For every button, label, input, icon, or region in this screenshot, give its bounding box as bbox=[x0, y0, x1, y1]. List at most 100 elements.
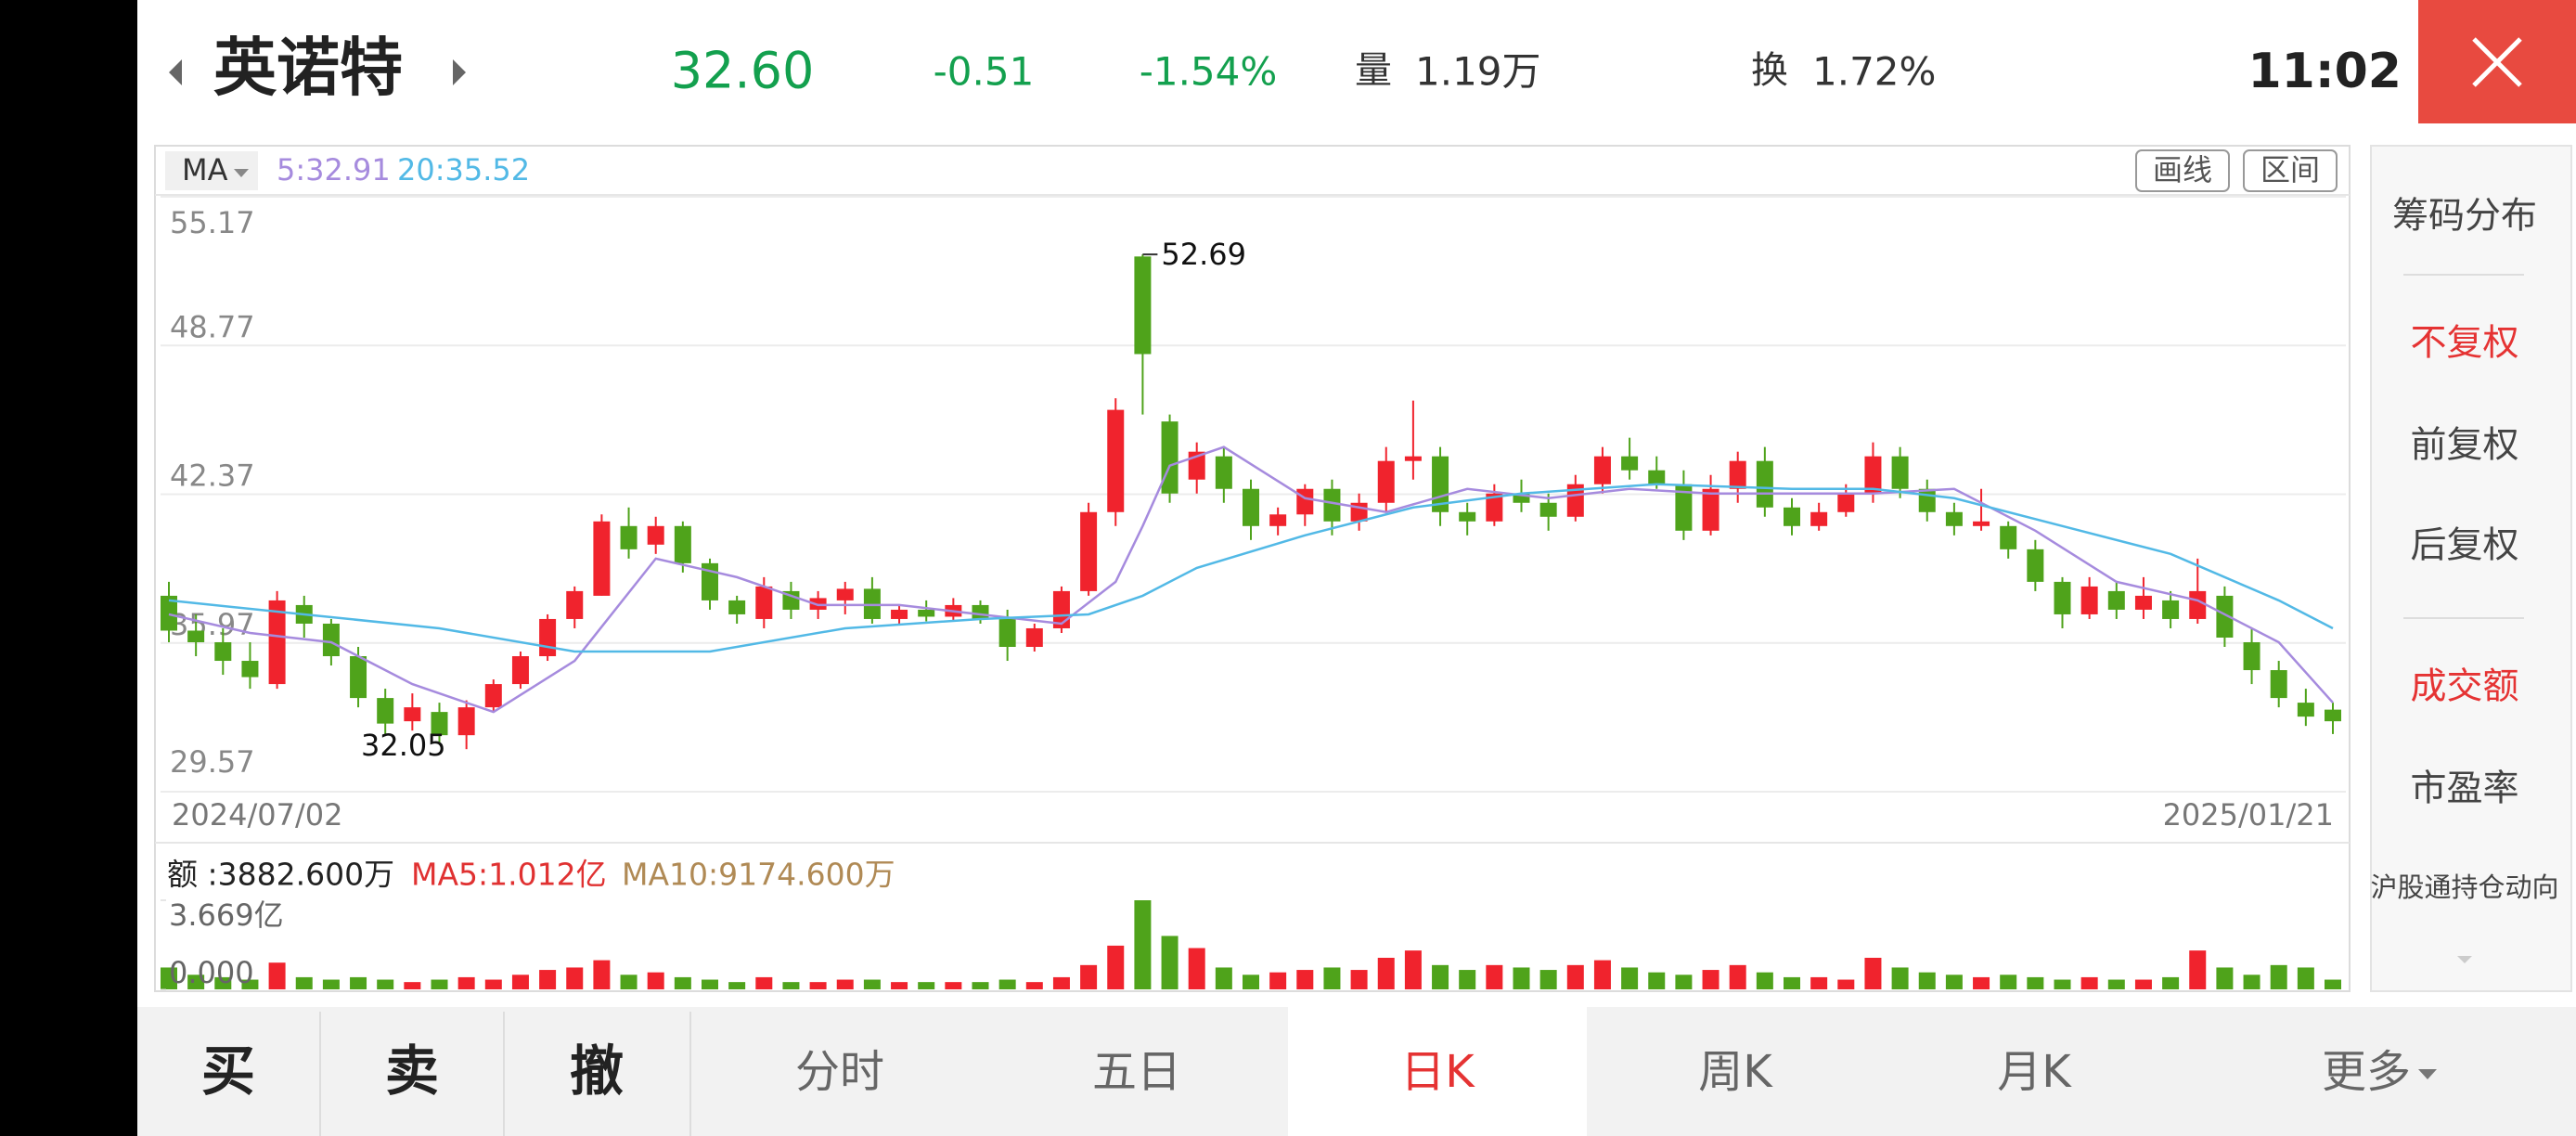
candle-body bbox=[214, 641, 232, 662]
next-arrow[interactable] bbox=[453, 59, 466, 85]
tool-button[interactable] bbox=[2135, 149, 2230, 192]
sidebar-item[interactable]: 市盈率 bbox=[2410, 768, 2518, 810]
candle-body bbox=[377, 698, 394, 724]
candle-body bbox=[1621, 456, 1639, 471]
volume-bar bbox=[1350, 970, 1368, 989]
candle-body bbox=[2027, 549, 2044, 582]
candle-body bbox=[2134, 595, 2152, 610]
volume-bar bbox=[1837, 979, 1855, 989]
candle-body bbox=[350, 656, 367, 699]
prev-arrow[interactable] bbox=[169, 59, 182, 85]
candle-body bbox=[1810, 511, 1828, 526]
tab[interactable]: 分时 bbox=[795, 1046, 884, 1098]
candle-body bbox=[1945, 511, 1963, 526]
turnover: 1.72% bbox=[1812, 49, 1936, 95]
x-tick-label: 2025/01/21 bbox=[2163, 797, 2334, 833]
candle-body bbox=[484, 684, 502, 708]
sidebar-item[interactable]: 沪股通持仓动向 bbox=[2370, 871, 2558, 903]
tab[interactable]: 五日 bbox=[1092, 1046, 1181, 1098]
volume-bar bbox=[1729, 964, 1746, 989]
volume-bar bbox=[1973, 976, 1990, 989]
tab[interactable]: 月K bbox=[1997, 1046, 2072, 1098]
volume-bar bbox=[2134, 979, 2152, 989]
candle-body bbox=[674, 525, 691, 563]
volume-bar bbox=[2080, 976, 2098, 989]
volume-bar bbox=[350, 976, 367, 989]
candle-body bbox=[2000, 525, 2017, 549]
volume-bar bbox=[377, 979, 394, 989]
tab[interactable]: 撤 bbox=[570, 1039, 624, 1103]
sidebar-item[interactable]: 后复权 bbox=[2410, 525, 2518, 567]
volume-bar bbox=[782, 982, 800, 989]
candle-body bbox=[1134, 256, 1152, 355]
candle-body bbox=[322, 623, 340, 657]
volume-bar bbox=[1323, 967, 1341, 989]
time: 11:02 bbox=[2248, 44, 2402, 99]
volume-legend: 额 :3882.600万 bbox=[167, 857, 394, 893]
ma-line bbox=[168, 483, 2334, 653]
volume-bar bbox=[1080, 964, 1098, 989]
stock-name: 英诺特 bbox=[213, 32, 403, 106]
volume-bar bbox=[891, 982, 908, 989]
candle-body bbox=[1648, 470, 1666, 484]
candle-body bbox=[1459, 511, 1476, 522]
chart-panel bbox=[154, 145, 2351, 992]
candle-body bbox=[728, 600, 746, 614]
volume-bar bbox=[2270, 964, 2287, 989]
volume-bar bbox=[1513, 967, 1530, 989]
volume-bar bbox=[836, 979, 854, 989]
sidebar-item[interactable]: 成交额 bbox=[2410, 666, 2518, 708]
candle-body bbox=[918, 609, 935, 617]
candle-body bbox=[2080, 586, 2098, 614]
candle-body bbox=[1973, 521, 1990, 526]
sidebar-item[interactable]: 前复权 bbox=[2410, 425, 2518, 467]
sidebar-item[interactable]: 筹码分布 bbox=[2392, 196, 2537, 238]
candle-body bbox=[1107, 409, 1125, 512]
volume-bar bbox=[1486, 964, 1503, 989]
candle-body bbox=[755, 586, 773, 619]
volume-bar bbox=[2107, 979, 2125, 989]
volume-bar bbox=[1215, 967, 1232, 989]
tab[interactable]: 更多 bbox=[2322, 1046, 2411, 1098]
price: 32.60 bbox=[671, 42, 815, 100]
volume-bar bbox=[2243, 975, 2260, 989]
candle-body bbox=[1243, 488, 1259, 526]
ma-label: MA bbox=[182, 152, 228, 187]
candle-body bbox=[1593, 456, 1611, 484]
sidebar-item[interactable]: 不复权 bbox=[2410, 323, 2518, 365]
volume-bar bbox=[972, 982, 989, 989]
candle-body bbox=[593, 521, 611, 596]
volume-bar bbox=[1945, 975, 1963, 989]
volume: 1.19万 bbox=[1415, 49, 1541, 95]
volume-bar bbox=[1134, 900, 1152, 989]
volume-bar bbox=[404, 982, 421, 989]
change-pct: -1.54% bbox=[1140, 49, 1278, 95]
volume-bar bbox=[1296, 970, 1314, 989]
volume-bar bbox=[1432, 964, 1449, 989]
tab[interactable]: 卖 bbox=[385, 1039, 439, 1103]
volume-bar bbox=[161, 967, 177, 989]
volume-bar bbox=[2000, 975, 2017, 989]
volume-bar bbox=[268, 962, 286, 989]
tab[interactable]: 日K bbox=[1400, 1046, 1475, 1098]
x-tick-label: 2024/07/02 bbox=[172, 797, 342, 833]
tool-button[interactable] bbox=[2243, 149, 2338, 192]
y-tick-label: 55.17 bbox=[170, 205, 255, 240]
ma-legend: 5:32.91 bbox=[277, 152, 391, 187]
sidebar-more bbox=[2457, 956, 2472, 963]
candle-body bbox=[1513, 493, 1530, 503]
volume-bar bbox=[1404, 950, 1422, 989]
volume-bar bbox=[1377, 957, 1395, 989]
candle-body bbox=[2162, 600, 2180, 619]
tab[interactable]: 买 bbox=[201, 1039, 255, 1103]
volume-bar bbox=[1918, 972, 1936, 989]
candle-body bbox=[1215, 456, 1232, 489]
tab[interactable]: 周K bbox=[1698, 1046, 1773, 1098]
volume-legend: MA5:1.012亿 bbox=[411, 857, 607, 893]
candle-body bbox=[2243, 641, 2260, 671]
volume-bar bbox=[647, 972, 664, 989]
candle-body bbox=[187, 630, 205, 642]
sidebar bbox=[2370, 145, 2572, 992]
volume-bar bbox=[1621, 967, 1639, 989]
